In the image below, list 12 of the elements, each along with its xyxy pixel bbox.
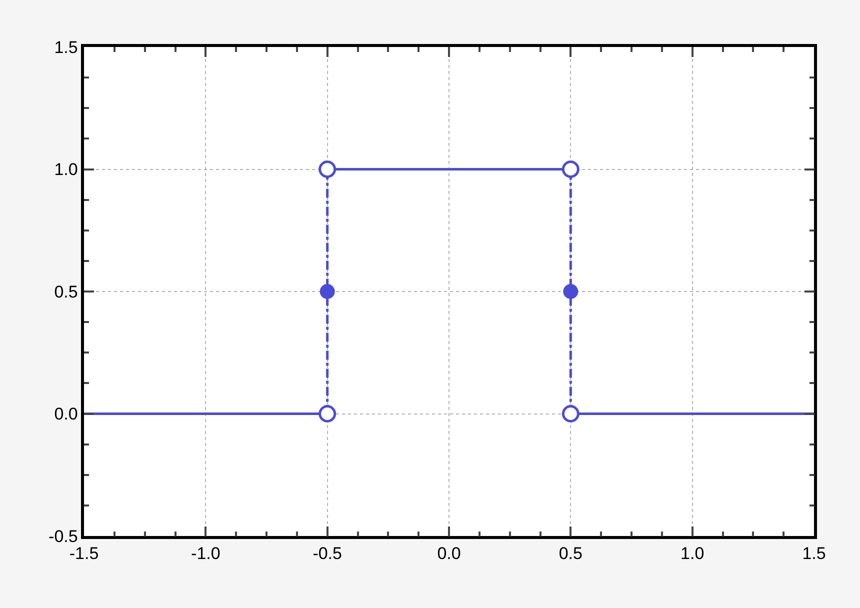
y-tick-label: -0.5 [48, 526, 78, 546]
x-tick-label: 0.0 [437, 544, 461, 564]
x-tick-label: -1.5 [69, 544, 99, 564]
x-tick-label: 1.5 [802, 544, 826, 564]
x-tick-label: 0.5 [558, 544, 582, 564]
y-tick-label: 1.5 [54, 38, 78, 57]
y-tick-label: 1.0 [54, 160, 78, 180]
x-tick-label: 1.0 [680, 544, 704, 564]
x-tick-label: -0.5 [312, 544, 342, 564]
y-tick-label: 0.5 [54, 282, 78, 302]
y-tick-label: 0.0 [54, 404, 78, 424]
x-tick-label: -1.0 [191, 544, 220, 564]
